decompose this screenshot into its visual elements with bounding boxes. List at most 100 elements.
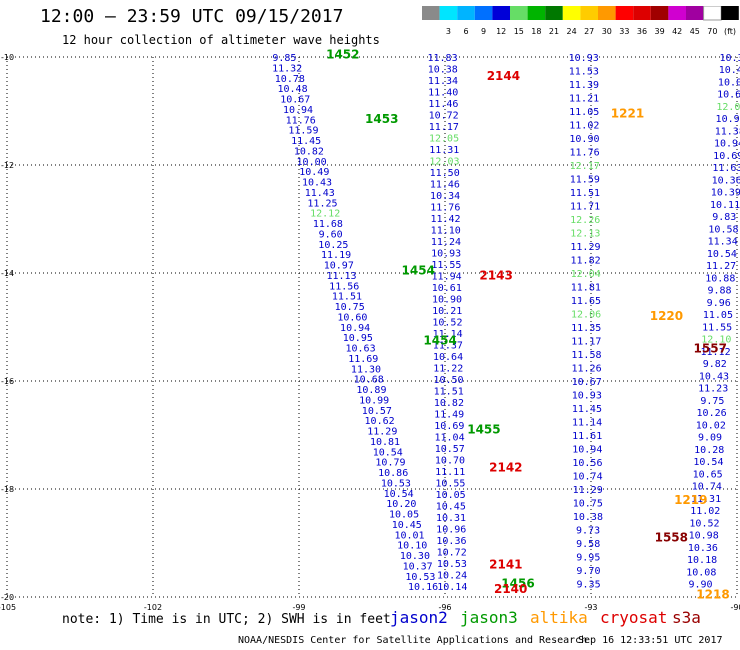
- wave-height-value: 10.93: [431, 249, 461, 260]
- wave-height-value: 10.53: [437, 559, 467, 570]
- wave-height-value: 10.02: [696, 420, 726, 431]
- wave-height-value: 11.29: [367, 427, 397, 438]
- pass-label: 1221: [611, 107, 644, 121]
- wave-height-value: 11.31: [429, 145, 459, 156]
- scale-swatch: [686, 6, 704, 20]
- wave-height-value: 11.63: [712, 163, 740, 174]
- wave-height-value: 10.72: [437, 548, 467, 559]
- pass-label: 1219: [674, 493, 707, 507]
- scale-label: 42: [672, 27, 682, 36]
- wave-height-value: 11.69: [348, 354, 378, 365]
- wave-height-value: 10.93: [569, 53, 599, 64]
- wave-height-value: 10.69: [434, 421, 464, 432]
- wave-height-value: 11.55: [431, 260, 461, 271]
- wave-height-value: 10.60: [337, 312, 367, 323]
- wave-height-value: 11.46: [430, 180, 460, 191]
- wave-height-value: 12.10: [701, 335, 731, 346]
- wave-height-value: 10.94: [714, 139, 740, 150]
- wave-height-value: 10.53: [381, 478, 411, 489]
- track-values: 9.8511.3210.7810.4810.6710.9411.7611.591…: [272, 53, 740, 593]
- scale-swatch: [650, 6, 669, 20]
- wave-height-value: 10.52: [432, 318, 462, 329]
- wave-height-value: 11.23: [698, 384, 728, 395]
- wave-height-value: 10.52: [689, 518, 719, 529]
- scale-swatch: [633, 6, 651, 20]
- wave-height-value: 10.24: [437, 571, 467, 582]
- wave-height-value: 10.16: [408, 582, 438, 593]
- pass-label: 1456: [501, 577, 534, 591]
- wave-height-value: 11.65: [571, 296, 601, 307]
- wave-height-value: 11.26: [572, 364, 602, 375]
- wave-height-value: 11.05: [569, 107, 599, 118]
- wave-height-value: 11.55: [702, 322, 732, 333]
- wave-height-value: 10.62: [717, 90, 740, 101]
- scale-swatch: [422, 6, 440, 20]
- wave-height-value: 12.01: [716, 102, 740, 113]
- wave-height-value: 11.29: [573, 485, 603, 496]
- wave-height-value: 10.96: [436, 525, 466, 536]
- wave-height-value: 11.51: [434, 387, 464, 398]
- wave-height-value: 10.95: [716, 114, 740, 125]
- scale-label: 12: [496, 27, 506, 36]
- wave-height-value: 11.19: [321, 250, 351, 261]
- wave-height-value: 11.82: [571, 256, 601, 267]
- pass-label: 1218: [696, 587, 729, 601]
- wave-height-value: 11.51: [332, 292, 362, 303]
- wave-height-value: 10.68: [354, 375, 384, 386]
- wave-height-value: 10.34: [430, 191, 460, 202]
- axis-ticks: -105 -102 -99 -96 -93 -90 -10 -12 -14 -16 -18 -20: [0, 53, 740, 612]
- wave-height-value: 11.25: [307, 198, 337, 209]
- pass-labels: 1452 1453 1454 1454 1455 1456 2144 2143 2142 2141…: [326, 47, 730, 601]
- wave-height-value: 10.94: [572, 445, 602, 456]
- wave-height-value: 11.11: [435, 467, 465, 478]
- pass-label: 1557: [694, 342, 727, 356]
- wave-height-value: 10.30: [400, 551, 430, 562]
- wave-height-value: 11.94: [432, 272, 462, 283]
- wave-height-value: 10.28: [694, 445, 724, 456]
- wave-height-value: 11.34: [708, 237, 738, 248]
- wave-height-value: 10.97: [324, 261, 354, 272]
- wave-height-value: 9.88: [707, 286, 731, 297]
- x-tick-label: -105: [0, 603, 16, 612]
- chart-subtitle: 12 hour collection of altimeter wave hei…: [62, 33, 380, 47]
- wave-height-value: 11.76: [286, 115, 316, 126]
- wave-height-value: 10.21: [432, 306, 462, 317]
- wave-height-value: 10.43: [699, 371, 729, 382]
- scale-label: 3: [446, 27, 451, 36]
- scale-swatch: [545, 6, 563, 20]
- wave-height-value: 10.53: [405, 572, 435, 583]
- scale-label: 21: [549, 27, 559, 36]
- wave-height-value: 10.90: [569, 134, 599, 145]
- wave-height-value: 11.76: [430, 203, 460, 214]
- wave-height-value: 11.49: [434, 410, 464, 421]
- y-tick-label: -10: [1, 53, 14, 62]
- wave-height-value: 11.45: [291, 136, 321, 147]
- scale-swatch: [492, 6, 510, 20]
- wave-height-value: 11.76: [570, 148, 600, 159]
- wave-height-value: 10.72: [429, 111, 459, 122]
- wave-height-value: 9.95: [576, 553, 600, 564]
- wave-height-value: 11.13: [326, 271, 356, 282]
- scale-swatch: [721, 6, 739, 20]
- wave-height-value: 11.32: [272, 63, 302, 74]
- wave-height-value: 9.73: [576, 526, 600, 537]
- wave-height-value: 9.70: [576, 566, 600, 577]
- y-tick-label: -16: [1, 377, 14, 386]
- y-tick-label: -14: [1, 269, 14, 278]
- wave-height-value: 11.38: [715, 126, 740, 137]
- scale-swatch: [668, 6, 686, 20]
- wave-height-value: 11.56: [329, 281, 359, 292]
- wave-height-value: 10.08: [686, 567, 716, 578]
- wave-height-value: 11.04: [434, 433, 464, 444]
- wave-height-value: 11.43: [305, 188, 335, 199]
- scale-swatch: [562, 6, 581, 20]
- scale-label: 15: [514, 27, 524, 36]
- wave-height-value: 10.99: [359, 395, 389, 406]
- wave-height-value: 10.49: [299, 167, 329, 178]
- wave-height-value: 10.57: [435, 444, 465, 455]
- legend-cryosat: cryosat: [600, 608, 668, 627]
- wave-height-value: 12.13: [570, 229, 600, 240]
- wave-height-value: 11.14: [433, 329, 463, 340]
- wave-height-value: 12.04: [571, 269, 601, 280]
- scale-swatch: [457, 6, 475, 20]
